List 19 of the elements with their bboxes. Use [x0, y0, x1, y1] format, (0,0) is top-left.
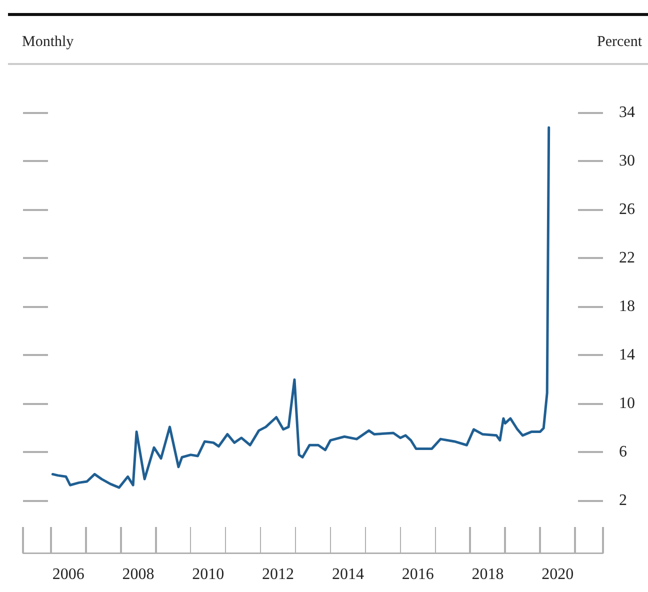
y-tick-label: 30 — [619, 152, 635, 170]
x-tick-label: 2012 — [262, 566, 294, 583]
y-tick-label: 22 — [619, 250, 635, 267]
x-tick-label: 2010 — [192, 566, 224, 583]
x-tick-label: 2018 — [472, 566, 504, 583]
y-tick-label: 14 — [619, 346, 635, 364]
y-tick-label: 18 — [619, 298, 635, 316]
y-tick-label: 6 — [619, 444, 627, 461]
x-tick-label: 2006 — [52, 566, 84, 583]
text: Monthly — [22, 34, 74, 51]
y-axis-title: Percent — [597, 34, 642, 51]
x-tick-label: 2008 — [122, 566, 154, 583]
y-tick-label: 26 — [619, 201, 635, 218]
y-tick-label: 2 — [619, 492, 627, 510]
x-tick-label: 2016 — [402, 566, 434, 583]
x-tick-label: 2014 — [332, 566, 364, 583]
y-tick-label: 10 — [619, 395, 635, 412]
y-tick-label: 34 — [619, 104, 635, 122]
x-tick-label: 2020 — [542, 566, 574, 583]
